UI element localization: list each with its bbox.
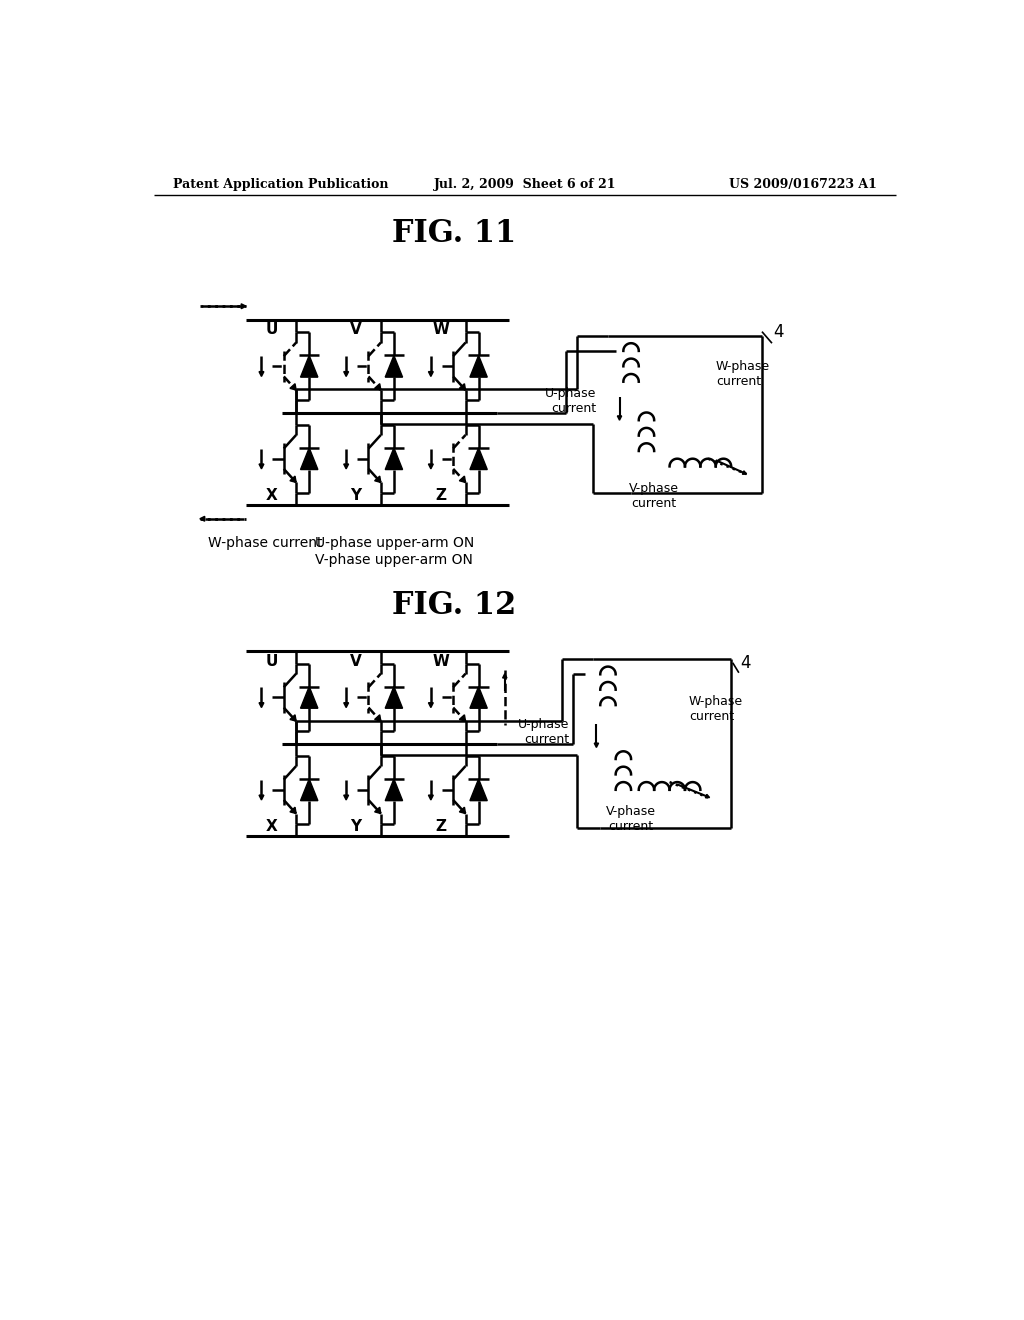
Polygon shape bbox=[503, 673, 507, 678]
Text: W: W bbox=[432, 653, 450, 668]
Polygon shape bbox=[290, 715, 296, 721]
Polygon shape bbox=[290, 477, 296, 482]
Polygon shape bbox=[259, 372, 264, 376]
Polygon shape bbox=[375, 715, 381, 721]
Polygon shape bbox=[460, 715, 466, 721]
Polygon shape bbox=[385, 686, 402, 709]
Polygon shape bbox=[594, 743, 599, 747]
Text: FIG. 12: FIG. 12 bbox=[392, 590, 516, 620]
Polygon shape bbox=[344, 795, 348, 800]
Text: Jul. 2, 2009  Sheet 6 of 21: Jul. 2, 2009 Sheet 6 of 21 bbox=[433, 178, 616, 190]
Polygon shape bbox=[470, 779, 487, 801]
Polygon shape bbox=[460, 477, 466, 482]
Polygon shape bbox=[300, 447, 317, 470]
Polygon shape bbox=[259, 465, 264, 469]
Text: U-phase
current: U-phase current bbox=[518, 718, 569, 746]
Text: V: V bbox=[350, 653, 362, 668]
Text: V-phase
current: V-phase current bbox=[606, 805, 656, 833]
Polygon shape bbox=[344, 372, 348, 376]
Polygon shape bbox=[259, 702, 264, 708]
Polygon shape bbox=[300, 355, 317, 378]
Polygon shape bbox=[385, 355, 402, 378]
Polygon shape bbox=[428, 702, 433, 708]
Text: V-phase upper-arm ON: V-phase upper-arm ON bbox=[315, 553, 473, 566]
Polygon shape bbox=[385, 447, 402, 470]
Text: V-phase
current: V-phase current bbox=[629, 482, 679, 510]
Text: Y: Y bbox=[350, 487, 361, 503]
Polygon shape bbox=[290, 808, 296, 813]
Text: X: X bbox=[265, 818, 278, 834]
Text: US 2009/0167223 A1: US 2009/0167223 A1 bbox=[729, 178, 877, 190]
Polygon shape bbox=[460, 384, 466, 389]
Text: U: U bbox=[265, 653, 278, 668]
Text: U-phase upper-arm ON: U-phase upper-arm ON bbox=[315, 536, 474, 549]
Text: U-phase
current: U-phase current bbox=[545, 387, 596, 414]
Polygon shape bbox=[470, 447, 487, 470]
Polygon shape bbox=[617, 416, 622, 420]
Text: V: V bbox=[350, 322, 362, 338]
Polygon shape bbox=[259, 795, 264, 800]
Polygon shape bbox=[300, 779, 317, 801]
Polygon shape bbox=[242, 304, 246, 309]
Polygon shape bbox=[428, 465, 433, 469]
Text: 4: 4 bbox=[740, 653, 751, 672]
Polygon shape bbox=[460, 808, 466, 813]
Text: Y: Y bbox=[350, 818, 361, 834]
Polygon shape bbox=[385, 779, 402, 801]
Text: Z: Z bbox=[435, 487, 446, 503]
Text: X: X bbox=[265, 487, 278, 503]
Polygon shape bbox=[742, 471, 746, 474]
Polygon shape bbox=[375, 808, 381, 813]
Text: Patent Application Publication: Patent Application Publication bbox=[173, 178, 388, 190]
Polygon shape bbox=[200, 516, 205, 521]
Polygon shape bbox=[344, 702, 348, 708]
Text: Z: Z bbox=[435, 818, 446, 834]
Polygon shape bbox=[300, 686, 317, 709]
Text: W-phase current: W-phase current bbox=[208, 536, 323, 549]
Text: 4: 4 bbox=[773, 322, 784, 341]
Polygon shape bbox=[470, 355, 487, 378]
Polygon shape bbox=[375, 477, 381, 482]
Polygon shape bbox=[428, 795, 433, 800]
Text: W-phase
current: W-phase current bbox=[689, 694, 743, 723]
Polygon shape bbox=[290, 384, 296, 389]
Polygon shape bbox=[470, 686, 487, 709]
Polygon shape bbox=[375, 384, 381, 389]
Text: FIG. 11: FIG. 11 bbox=[392, 218, 516, 249]
Text: W: W bbox=[432, 322, 450, 338]
Text: W-phase
current: W-phase current bbox=[716, 360, 770, 388]
Polygon shape bbox=[428, 372, 433, 376]
Text: U: U bbox=[265, 322, 278, 338]
Polygon shape bbox=[706, 795, 710, 797]
Polygon shape bbox=[344, 465, 348, 469]
